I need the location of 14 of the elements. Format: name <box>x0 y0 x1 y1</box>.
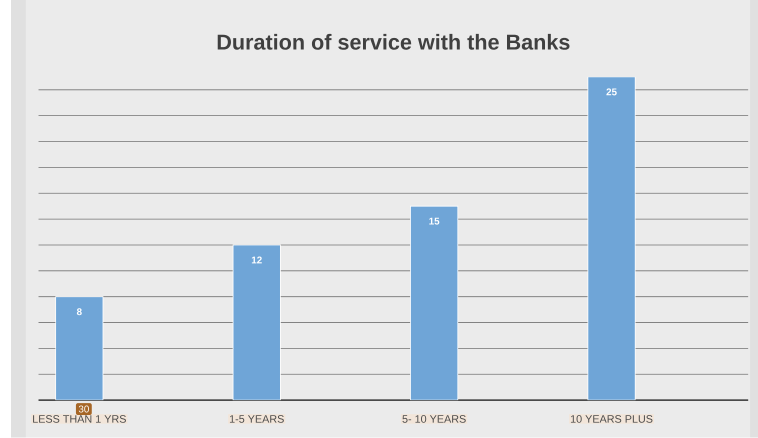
data-label: 12 <box>252 256 262 264</box>
x-tick-label: 1-5 YEARS <box>230 415 284 423</box>
bar <box>232 244 281 400</box>
bar <box>410 206 458 400</box>
data-label: 8 <box>76 308 82 316</box>
data-label: 15 <box>429 218 440 225</box>
chart-title: Duration of service with the Banks <box>218 34 570 50</box>
x-tick-label: 10 YEARS PLUS <box>570 415 652 423</box>
bar <box>588 77 636 400</box>
text: 30 <box>78 406 89 413</box>
x-tick-label: 5- 10 YEARS <box>402 415 466 423</box>
data-label: 25 <box>606 88 617 96</box>
bar <box>55 296 104 400</box>
x-tick-label: LESS THAN 1 YRS <box>33 415 126 423</box>
